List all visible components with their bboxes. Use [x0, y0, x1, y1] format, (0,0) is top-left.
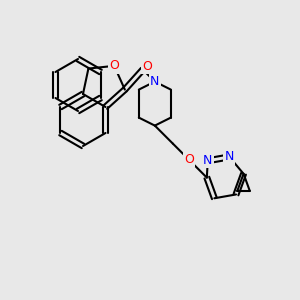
Text: O: O — [184, 153, 194, 166]
Text: N: N — [203, 154, 212, 167]
Text: N: N — [225, 150, 234, 164]
Text: N: N — [150, 75, 160, 88]
Text: O: O — [142, 60, 152, 73]
Text: O: O — [109, 59, 119, 72]
